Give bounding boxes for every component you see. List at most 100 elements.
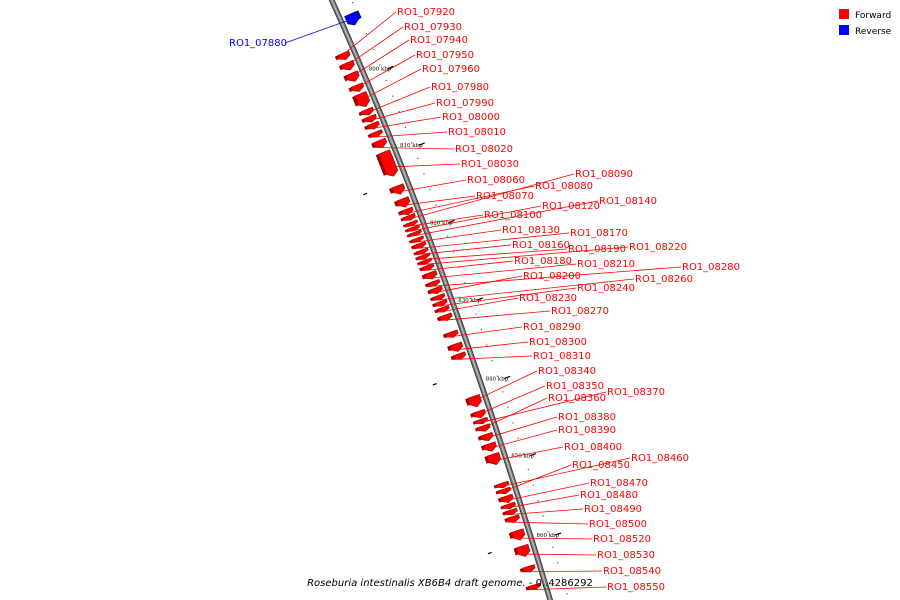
gene-label[interactable]: RO1_08270: [551, 306, 609, 317]
gene-label[interactable]: RO1_07940: [410, 35, 468, 46]
gene-RO1_08370[interactable]: [472, 416, 489, 425]
gene-RO1_08060[interactable]: [389, 183, 406, 195]
gene-arrow[interactable]: [522, 564, 536, 573]
gene-arrow[interactable]: [511, 528, 526, 541]
gene-arrow[interactable]: [344, 11, 360, 26]
gene-label[interactable]: RO1_08180: [514, 256, 572, 267]
gene-label[interactable]: RO1_08520: [593, 534, 651, 545]
gene-label[interactable]: RO1_08220: [629, 242, 687, 253]
gene-RO1_08020[interactable]: [371, 137, 388, 149]
gene-arrow[interactable]: [506, 514, 520, 523]
gene-RO1_07940[interactable]: [343, 70, 360, 82]
gene-arrow[interactable]: [453, 351, 467, 360]
gene-label[interactable]: RO1_08070: [476, 191, 534, 202]
gene-arrow[interactable]: [417, 252, 431, 260]
gene-RO1_08310[interactable]: [450, 351, 467, 360]
gene-label[interactable]: RO1_08230: [519, 293, 577, 304]
gene-label[interactable]: RO1_08140: [599, 196, 657, 207]
gene-arrow[interactable]: [445, 329, 459, 338]
gene-arrow[interactable]: [496, 480, 510, 489]
gene-label[interactable]: RO1_08210: [577, 259, 635, 270]
gene-arrow[interactable]: [500, 493, 514, 503]
gene-label[interactable]: RO1_08280: [682, 262, 740, 273]
gene-RO1_08090[interactable]: [400, 213, 416, 222]
gene-label[interactable]: RO1_08350: [546, 381, 604, 392]
gene-label[interactable]: RO1_08010: [448, 127, 506, 138]
gene-label[interactable]: RO1_08100: [484, 210, 542, 221]
gene-label[interactable]: RO1_08390: [558, 425, 616, 436]
gene-RO1_08520[interactable]: [508, 528, 526, 541]
gene-arrow[interactable]: [486, 451, 502, 465]
gene-arrow[interactable]: [419, 257, 433, 265]
gene-RO1_08010[interactable]: [367, 129, 383, 138]
gene-RO1_08460[interactable]: [493, 480, 510, 489]
gene-arrow[interactable]: [337, 50, 351, 60]
gene-RO1_07950[interactable]: [348, 82, 365, 93]
gene-label[interactable]: RO1_08490: [584, 504, 642, 515]
gene-RO1_08400[interactable]: [484, 451, 502, 465]
gene-RO1_08210[interactable]: [421, 270, 438, 280]
gene-label[interactable]: RO1_08170: [570, 228, 628, 239]
gene-label[interactable]: RO1_08160: [512, 240, 570, 251]
gene-arrow[interactable]: [402, 213, 416, 221]
gene-label[interactable]: RO1_08080: [535, 181, 593, 192]
gene-label[interactable]: RO1_07980: [431, 82, 489, 93]
gene-label[interactable]: RO1_07990: [436, 98, 494, 109]
gene-arrow[interactable]: [475, 416, 489, 425]
gene-label[interactable]: RO1_08020: [455, 144, 513, 155]
gene-arrow[interactable]: [354, 91, 371, 108]
gene-RO1_08530[interactable]: [513, 543, 531, 557]
gene-label[interactable]: RO1_08030: [461, 159, 519, 170]
gene-label[interactable]: RO1_08260: [635, 274, 693, 285]
gene-arrow[interactable]: [516, 543, 531, 557]
gene-label[interactable]: RO1_08130: [502, 225, 560, 236]
gene-RO1_08340[interactable]: [465, 394, 482, 408]
gene-arrow[interactable]: [415, 247, 429, 255]
gene-RO1_08550[interactable]: [525, 582, 541, 591]
gene-RO1_08080[interactable]: [398, 206, 414, 216]
gene-label[interactable]: RO1_07920: [397, 7, 455, 18]
gene-arrow[interactable]: [427, 278, 441, 287]
gene-label[interactable]: RO1_08380: [558, 412, 616, 423]
gene-label[interactable]: RO1_07960: [422, 64, 480, 75]
gene-label[interactable]: RO1_07950: [416, 50, 474, 61]
gene-RO1_08290[interactable]: [442, 329, 459, 338]
gene-RO1_08130[interactable]: [408, 235, 425, 244]
gene-RO1_08500[interactable]: [504, 514, 520, 523]
gene-label[interactable]: RO1_08340: [538, 366, 596, 377]
gene-label[interactable]: RO1_08120: [542, 201, 600, 212]
gene-label[interactable]: RO1_08450: [572, 460, 630, 471]
gene-label[interactable]: RO1_08500: [589, 519, 647, 530]
gene-arrow[interactable]: [373, 137, 388, 149]
gene-RO1_07990[interactable]: [361, 113, 377, 123]
gene-label[interactable]: RO1_08400: [564, 442, 622, 453]
gene-label[interactable]: RO1_07930: [404, 22, 462, 33]
gene-label[interactable]: RO1_08060: [467, 175, 525, 186]
gene-label[interactable]: RO1_08530: [597, 550, 655, 561]
gene-RO1_07880[interactable]: [344, 10, 362, 26]
gene-label[interactable]: RO1_08300: [529, 337, 587, 348]
gene-label[interactable]: RO1_08310: [533, 351, 591, 362]
gene-RO1_08190[interactable]: [415, 252, 431, 261]
gene-label[interactable]: RO1_08550: [607, 582, 665, 593]
gene-label[interactable]: RO1_08000: [442, 112, 500, 123]
gene-RO1_08220[interactable]: [417, 257, 433, 266]
gene-RO1_08240[interactable]: [432, 298, 448, 307]
gene-label[interactable]: RO1_08360: [548, 393, 606, 404]
gene-label[interactable]: RO1_08090: [575, 169, 633, 180]
gene-label[interactable]: RO1_08460: [631, 453, 689, 464]
gene-RO1_08470[interactable]: [497, 493, 514, 503]
gene-label[interactable]: RO1_08190: [568, 244, 626, 255]
gene-label[interactable]: RO1_07880: [229, 38, 287, 49]
gene-label[interactable]: RO1_08290: [523, 322, 581, 333]
gene-RO1_07920[interactable]: [334, 50, 351, 61]
gene-label[interactable]: RO1_08480: [580, 490, 638, 501]
gene-label[interactable]: RO1_08200: [523, 271, 581, 282]
gene-label[interactable]: RO1_08370: [607, 387, 665, 398]
gene-RO1_08540[interactable]: [519, 564, 536, 573]
gene-label[interactable]: RO1_08240: [577, 283, 635, 294]
gene-label[interactable]: RO1_08540: [603, 566, 661, 577]
gene-RO1_07980[interactable]: [358, 106, 375, 116]
gene-arrow[interactable]: [370, 129, 383, 137]
gene-RO1_07960[interactable]: [352, 91, 371, 108]
